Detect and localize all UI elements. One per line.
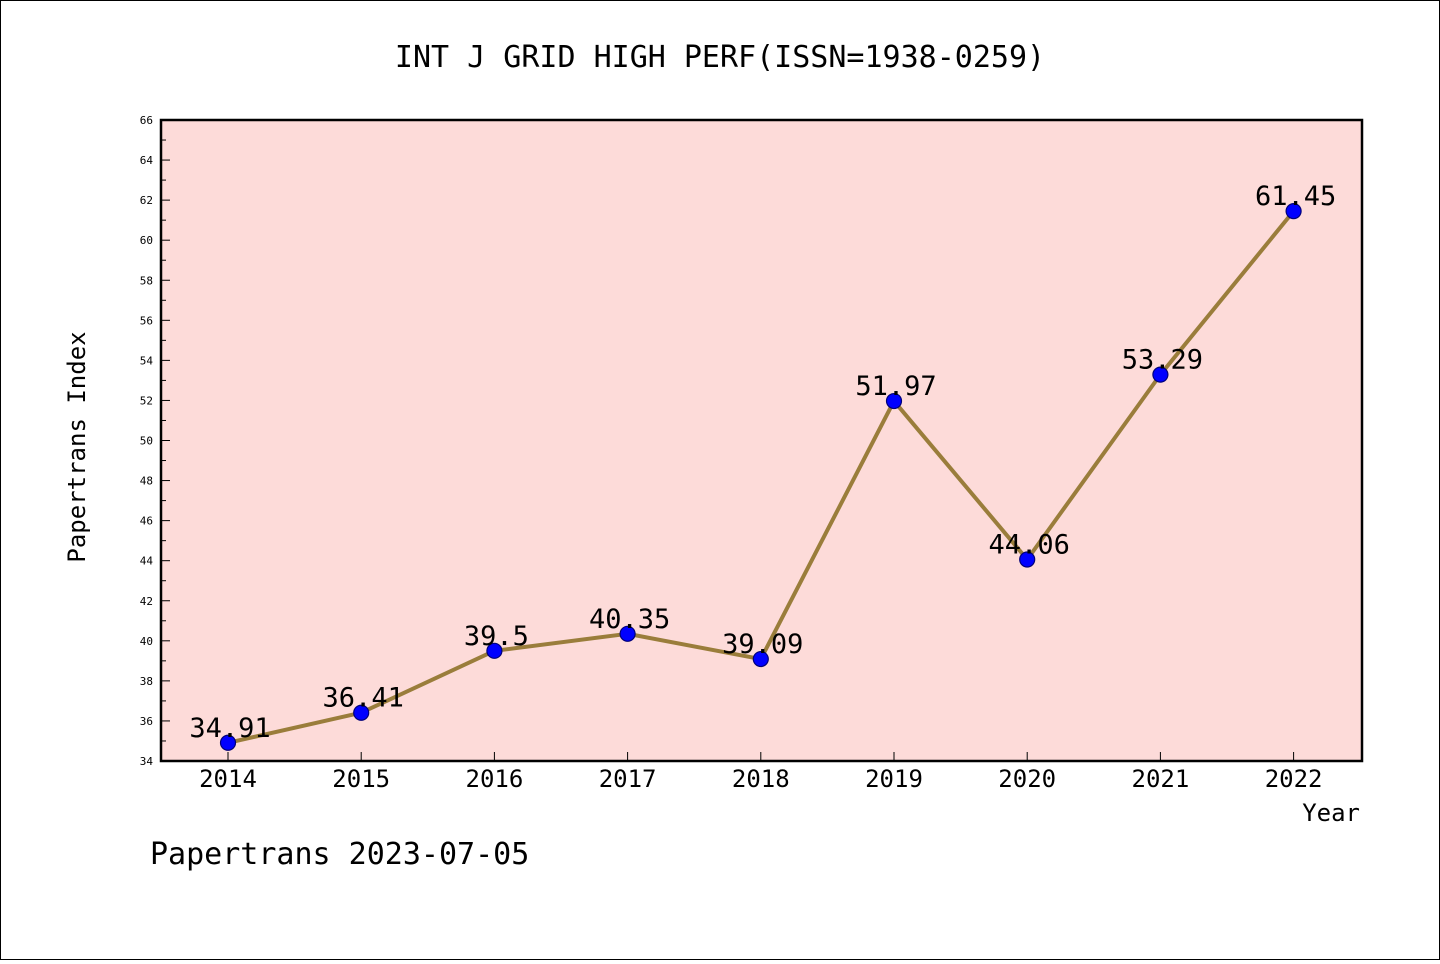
y-tick-label: 48 xyxy=(140,475,153,488)
x-tick-label: 2016 xyxy=(466,765,524,793)
y-tick-label: 52 xyxy=(140,394,153,407)
data-point xyxy=(219,734,237,751)
y-tick-label: 40 xyxy=(140,635,153,648)
x-tick-label: 2021 xyxy=(1132,765,1190,793)
y-tick-label: 42 xyxy=(140,595,153,608)
data-labels: 34.91 36.41 39.5 40.35 39.09 51.97 44.06 53.29 6… xyxy=(189,181,1336,744)
data-label: 34.91 xyxy=(189,713,270,744)
data-label: 36.41 xyxy=(323,683,404,714)
y-tick-label: 64 xyxy=(140,154,154,167)
y-tick-label: 36 xyxy=(140,715,153,728)
data-label: 39.09 xyxy=(722,629,803,660)
y-axis-label: Papertrans Index xyxy=(63,331,91,562)
x-tick-label: 2019 xyxy=(865,765,923,793)
y-tick-label: 46 xyxy=(140,515,153,528)
data-label: 61.45 xyxy=(1255,181,1336,212)
data-label: 44.06 xyxy=(989,529,1070,560)
y-tick-label: 60 xyxy=(140,234,153,247)
y-axis: 34 36 38 40 42 44 46 48 50 52 54 56 58 60 62 64 66 xyxy=(140,114,170,768)
x-tick-label: 2014 xyxy=(199,765,257,793)
y-tick-label: 50 xyxy=(140,435,153,448)
x-axis: 2014 2015 2016 2017 2018 2019 2020 2021 2022 xyxy=(199,752,1322,793)
data-point xyxy=(486,642,503,659)
chart-title: INT J GRID HIGH PERF(ISSN=1938-0259) xyxy=(395,40,1045,75)
data-point xyxy=(1152,366,1169,383)
x-tick-label: 2015 xyxy=(332,765,390,793)
x-tick-label: 2022 xyxy=(1265,765,1323,793)
data-markers xyxy=(219,203,1302,751)
y-tick-label: 62 xyxy=(140,194,153,207)
y-tick-label: 58 xyxy=(140,274,153,287)
y-tick-label: 38 xyxy=(140,675,153,688)
y-tick-label: 54 xyxy=(140,354,154,367)
x-tick-label: 2018 xyxy=(732,765,790,793)
x-tick-label: 2017 xyxy=(599,765,657,793)
data-label: 53.29 xyxy=(1122,345,1203,376)
x-axis-label: Year xyxy=(1302,799,1360,827)
data-point xyxy=(619,625,636,642)
data-label: 39.5 xyxy=(464,621,529,652)
y-tick-label: 66 xyxy=(140,114,153,127)
y-tick-label: 34 xyxy=(140,755,154,768)
data-label: 40.35 xyxy=(589,604,670,635)
data-point xyxy=(353,704,370,721)
data-point xyxy=(1019,551,1036,568)
data-label: 51.97 xyxy=(855,371,936,402)
data-point xyxy=(1285,203,1302,220)
y-tick-label: 56 xyxy=(140,314,153,327)
y-tick-label: 44 xyxy=(140,555,154,568)
x-tick-label: 2020 xyxy=(998,765,1056,793)
data-point xyxy=(885,392,903,410)
footer-source: Papertrans 2023-07-05 xyxy=(150,837,529,872)
data-point xyxy=(752,650,769,668)
